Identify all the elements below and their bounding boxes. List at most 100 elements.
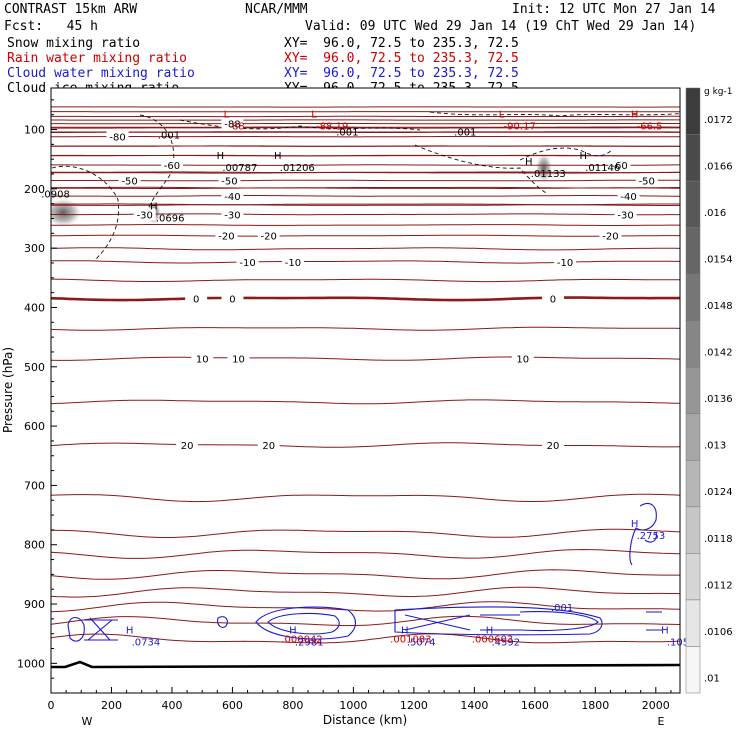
colorbar-segment-10 xyxy=(685,553,701,601)
temperature-label-1: -88 xyxy=(224,120,240,131)
colorbar-label-11: .0106 xyxy=(704,627,733,638)
y-tick-label-6: 700 xyxy=(24,479,45,492)
temperature-label-bg-20 xyxy=(541,292,564,305)
temperature-label-bg-25 xyxy=(257,439,280,452)
colorbar-segment-0 xyxy=(685,87,701,135)
temperature-contour-39 xyxy=(51,601,680,613)
temperature-label-bg-13 xyxy=(257,229,280,242)
cloud-water-contour-0 xyxy=(67,616,85,642)
y-tick-label-1: 200 xyxy=(24,183,45,196)
temperature-label-6: -50 xyxy=(639,177,655,188)
colorbar-segment-11 xyxy=(685,599,701,647)
temperature-label-bg-2 xyxy=(160,159,183,172)
contour-value-6: .001083 xyxy=(390,635,431,646)
temperature-label-bg-9 xyxy=(133,208,156,221)
temperature-contour-33 xyxy=(51,203,680,206)
temperature-label-bg-19 xyxy=(221,292,244,305)
cloud-water-contour-5 xyxy=(394,606,603,636)
colorbar-label-6: .0136 xyxy=(704,394,733,405)
colorbar-unit: g kg-1 xyxy=(704,87,732,97)
extremum-value-3: -66.5 xyxy=(637,122,663,133)
temperature-label-bg-15 xyxy=(236,255,259,268)
cloud-ice-contour-3 xyxy=(429,111,680,117)
temperature-contour-19 xyxy=(51,326,680,331)
cloud-ice-contour-0 xyxy=(51,165,120,261)
extremum-marker-6: H xyxy=(525,157,533,168)
cloud-water-contour-7 xyxy=(519,611,599,632)
extremum-marker-10: H xyxy=(126,626,134,637)
temperature-label-16: -10 xyxy=(285,258,301,269)
contour-value-0: .001 xyxy=(158,130,180,141)
temperature-label-bg-16 xyxy=(281,255,304,268)
temperature-label-bg-24 xyxy=(176,439,199,452)
temperature-contour-20 xyxy=(51,356,680,361)
temperature-contour-12 xyxy=(51,213,680,216)
temperature-label-bg-17 xyxy=(554,255,577,268)
colorbar-label-2: .016 xyxy=(704,208,726,219)
temperature-label-bg-18 xyxy=(185,292,208,305)
temperature-contour-37 xyxy=(51,569,680,580)
y-tick-label-0: 100 xyxy=(24,124,45,137)
temperature-label-17: -10 xyxy=(557,258,573,269)
temperature-label-19: 0 xyxy=(229,295,235,306)
temperature-label-9: -30 xyxy=(137,210,153,221)
extremum-marker-5: H xyxy=(274,151,282,162)
colorbar-segment-1 xyxy=(685,134,701,182)
extremum-marker-13: H xyxy=(486,626,494,637)
temperature-contour-41 xyxy=(51,633,680,644)
colorbar-label-0: .0172 xyxy=(704,115,733,126)
temperature-label-bg-14 xyxy=(599,229,622,242)
snow-shade-2 xyxy=(535,154,552,183)
extremum-marker-7: H xyxy=(579,151,587,162)
temperature-label-11: -30 xyxy=(617,210,633,221)
extremum-marker-2: L xyxy=(499,110,505,121)
temperature-label-13: -20 xyxy=(261,232,277,243)
y-tick-label-5: 600 xyxy=(24,420,45,433)
colorbar-segment-9 xyxy=(685,506,701,554)
extremum-value-13: .4592 xyxy=(491,638,520,649)
extremum-value-10: .0734 xyxy=(132,638,161,649)
cloud-water-contour-8 xyxy=(629,502,657,566)
temperature-label-7: -40 xyxy=(224,192,240,203)
y-tick-label-8: 900 xyxy=(24,598,45,611)
extremum-value-6: .01133 xyxy=(531,169,566,180)
y-tick-label-4: 500 xyxy=(24,361,45,374)
extremum-value-8: .0696 xyxy=(156,214,185,225)
temperature-contour-22 xyxy=(51,442,680,448)
temperature-contour-17 xyxy=(51,278,680,283)
temperature-label-22: 10 xyxy=(232,354,245,365)
contour-value-4: .001 xyxy=(551,603,573,614)
temperature-label-bg-3 xyxy=(608,159,631,172)
cloud-ice-contour-1 xyxy=(139,114,175,219)
valid-time: Valid: 09 UTC Wed 29 Jan 14 (19 ChT Wed … xyxy=(305,19,697,34)
cloud-water-contour-9 xyxy=(644,531,657,543)
temperature-label-bg-0 xyxy=(106,130,129,143)
cloud-water-contour-4 xyxy=(267,613,340,635)
extremum-marker-9: H xyxy=(631,519,639,530)
cloud-water-contour-10 xyxy=(646,611,662,631)
temperature-label-bg-11 xyxy=(614,208,637,221)
temperature-label-26: 20 xyxy=(547,441,560,452)
temperature-label-18: 0 xyxy=(193,295,199,306)
temperature-label-bg-8 xyxy=(617,189,640,202)
extremum-value-1: -88.19 xyxy=(316,122,348,133)
x-end-west: W xyxy=(82,715,93,728)
x-end-east: E xyxy=(658,715,665,728)
temperature-contour-14 xyxy=(51,234,680,237)
temperature-label-bg-4 xyxy=(118,174,141,187)
cloud-ice-contour-2 xyxy=(179,119,421,131)
x-tick-label-1: 200 xyxy=(101,699,122,712)
contour-value-2: .001 xyxy=(454,127,476,138)
forecast-hour: Fcst: 45 h xyxy=(4,19,98,34)
x-tick-label-10: 2000 xyxy=(642,699,670,712)
legend-cloud-water-xy: XY= 96.0, 72.5 to 235.3, 72.5 xyxy=(284,66,519,81)
colorbar-segment-2 xyxy=(685,180,701,228)
temperature-contour-40 xyxy=(51,615,680,627)
temperature-label-12: -20 xyxy=(218,232,234,243)
temperature-contour-32 xyxy=(51,186,680,189)
temperature-label-10: -30 xyxy=(224,210,240,221)
extremum-value-0: -88 xyxy=(228,122,244,133)
temperature-label-bg-7 xyxy=(221,189,244,202)
extremum-value-7: .01146 xyxy=(585,163,620,174)
temperature-label-4: -50 xyxy=(121,177,137,188)
